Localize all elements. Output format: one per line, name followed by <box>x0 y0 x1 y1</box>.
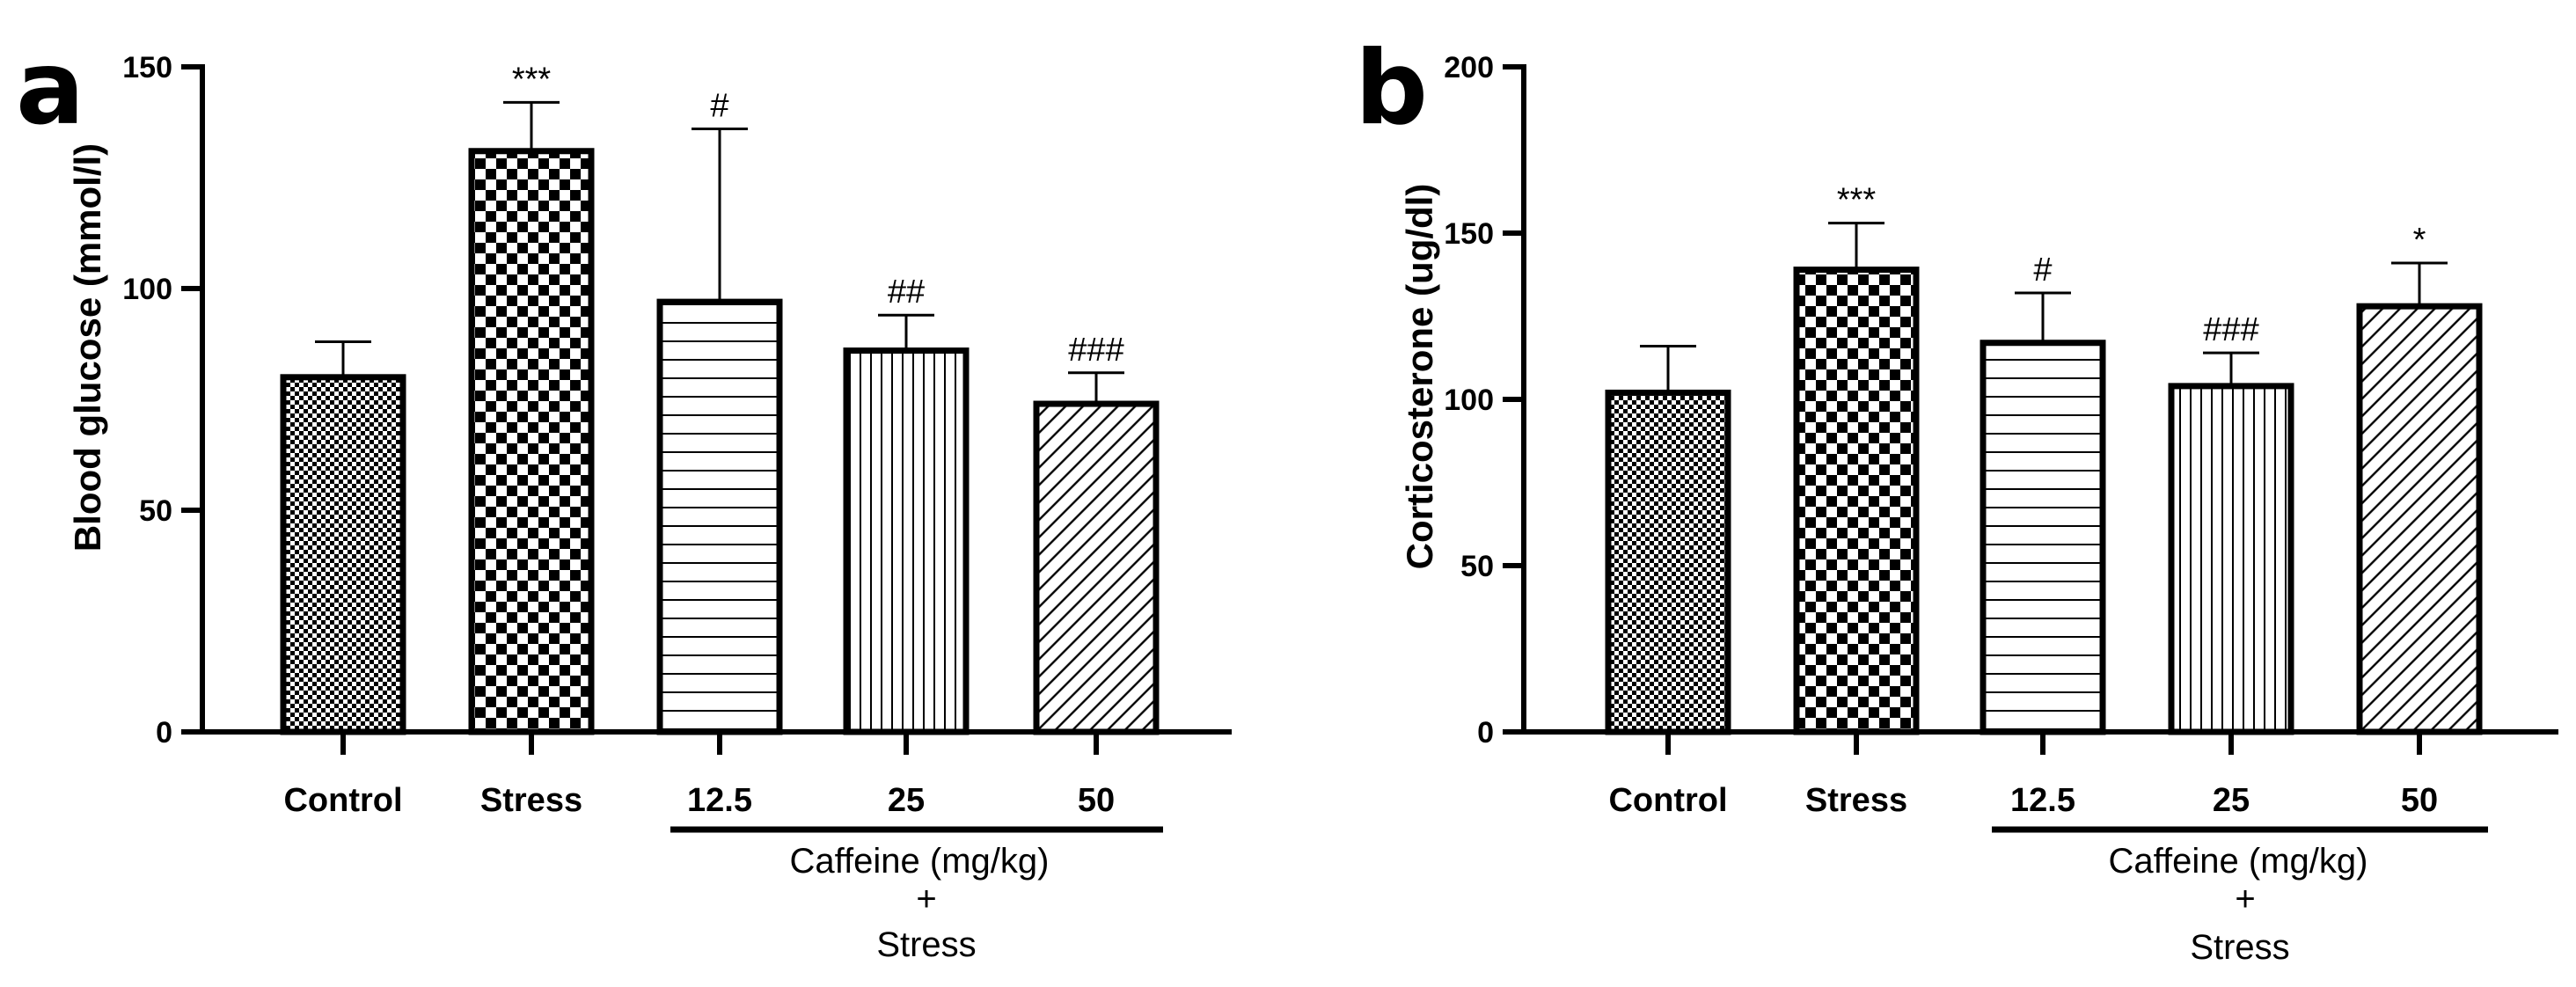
significance-label: # <box>710 88 728 125</box>
y-tick-label: 150 <box>1444 217 1494 251</box>
group-label-line3: Stress <box>876 925 976 964</box>
y-axis-label: Corticosterone (ug/dl) <box>1399 184 1440 570</box>
y-tick-label: 100 <box>122 273 172 306</box>
y-tick-label: 0 <box>156 716 172 749</box>
category-label: Stress <box>1805 782 1907 819</box>
category-label: 25 <box>888 782 925 819</box>
bar <box>1033 400 1160 735</box>
bar <box>1605 389 1731 735</box>
y-tick-label: 0 <box>1477 716 1494 749</box>
bar <box>1980 340 2106 735</box>
group-label-line2: + <box>2235 880 2255 918</box>
category-label: Control <box>1608 782 1727 819</box>
y-tick-label: 200 <box>1444 51 1494 84</box>
bar <box>2356 303 2483 735</box>
group-label-line2: + <box>916 880 936 918</box>
category-label: 50 <box>1078 782 1115 819</box>
category-label: Control <box>283 782 402 819</box>
category-label: 25 <box>2213 782 2250 819</box>
y-axis-label: Blood glucose (mmol/l) <box>67 143 108 552</box>
y-tick-label: 50 <box>139 494 172 528</box>
bar <box>468 148 595 735</box>
panel-letter: a <box>16 29 84 148</box>
group-label-line1: Caffeine (mg/kg) <box>2109 842 2368 881</box>
y-tick-label: 50 <box>1460 550 1494 583</box>
significance-label: ### <box>1068 332 1123 369</box>
y-tick-label: 150 <box>122 51 172 84</box>
significance-label: # <box>2033 252 2052 289</box>
significance-label: *** <box>512 61 552 98</box>
significance-label: ## <box>888 274 925 311</box>
panel-letter: b <box>1355 29 1428 148</box>
group-label-line1: Caffeine (mg/kg) <box>790 842 1050 881</box>
y-tick-label: 100 <box>1444 384 1494 417</box>
bar <box>280 374 406 735</box>
significance-label: ### <box>2203 311 2258 348</box>
category-label: Stress <box>480 782 582 819</box>
group-label-line3: Stress <box>2190 928 2289 967</box>
panel-b: b Corticosterone (ug/dl) Caffeine (mg/kg… <box>1355 29 2558 967</box>
bar <box>2168 383 2294 735</box>
category-label: 12.5 <box>687 782 752 819</box>
significance-label: * <box>2413 222 2426 259</box>
significance-label: *** <box>1837 182 1877 219</box>
bar <box>656 298 783 735</box>
panel-a: a Blood glucose (mmol/l) Caffeine (mg/kg… <box>16 29 1232 964</box>
bar <box>1793 267 1920 735</box>
category-label: 12.5 <box>2010 782 2075 819</box>
bar <box>843 347 970 735</box>
category-label: 50 <box>2401 782 2438 819</box>
